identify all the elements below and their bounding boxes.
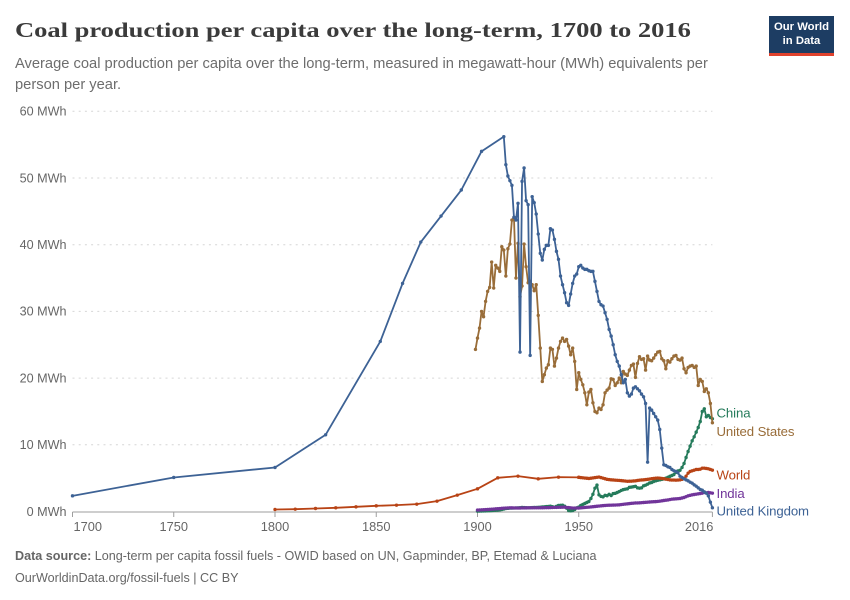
svg-text:10 MWh: 10 MWh [20,438,67,452]
svg-text:1950: 1950 [565,519,593,534]
svg-text:2016: 2016 [685,519,713,534]
svg-text:1800: 1800 [261,519,289,534]
svg-text:United Kingdom: United Kingdom [717,503,810,518]
svg-text:50 MWh: 50 MWh [20,171,67,185]
svg-text:1700: 1700 [74,519,102,534]
svg-text:20 MWh: 20 MWh [20,371,67,385]
svg-text:1900: 1900 [463,519,491,534]
svg-text:30 MWh: 30 MWh [20,305,67,319]
svg-text:India: India [717,486,746,501]
svg-text:China: China [717,405,752,420]
svg-text:United States: United States [717,424,795,439]
svg-text:40 MWh: 40 MWh [20,238,67,252]
svg-text:60 MWh: 60 MWh [20,105,67,119]
svg-text:1750: 1750 [160,519,188,534]
svg-text:World: World [717,467,751,482]
svg-text:0 MWh: 0 MWh [27,505,67,519]
svg-text:1850: 1850 [362,519,390,534]
